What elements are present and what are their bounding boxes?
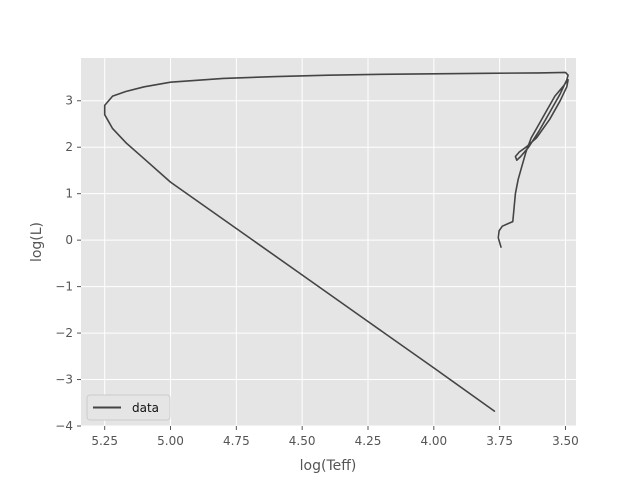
x-axis-label: log(Teff) bbox=[300, 458, 357, 474]
y-tick-label: −1 bbox=[55, 280, 73, 294]
x-tick-label: 5.00 bbox=[157, 434, 184, 448]
y-axis-label: log(L) bbox=[29, 222, 45, 262]
grid bbox=[81, 58, 576, 427]
y-tick-label: −4 bbox=[55, 419, 73, 433]
y-tick-label: 1 bbox=[65, 187, 73, 201]
series-line-data bbox=[103, 71, 569, 412]
y-tick-label: 3 bbox=[65, 94, 73, 108]
x-tick-label: 4.25 bbox=[355, 434, 382, 448]
x-axis-ticks: 5.25 5.00 4.75 4.50 4.25 4.00 3.75 3.50 bbox=[91, 426, 579, 448]
x-tick-label: 3.75 bbox=[486, 434, 513, 448]
legend-box bbox=[86, 394, 171, 421]
plot-background bbox=[81, 58, 576, 426]
x-tick-label: 4.00 bbox=[420, 434, 447, 448]
legend: data bbox=[86, 394, 171, 421]
y-tick-label: −2 bbox=[55, 326, 73, 340]
x-tick-label: 3.50 bbox=[552, 434, 579, 448]
legend-label-data: data bbox=[132, 401, 159, 415]
x-tick-label: 4.50 bbox=[289, 434, 316, 448]
x-tick-label: 5.25 bbox=[91, 434, 118, 448]
x-tick-label: 4.75 bbox=[223, 434, 250, 448]
y-tick-label: −3 bbox=[55, 373, 73, 387]
y-tick-label: 2 bbox=[65, 140, 73, 154]
y-axis-ticks: 3 2 1 0 −1 −2 −3 −4 bbox=[55, 94, 81, 433]
series-layer bbox=[103, 71, 569, 412]
y-tick-label: 0 bbox=[65, 233, 73, 247]
